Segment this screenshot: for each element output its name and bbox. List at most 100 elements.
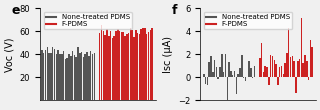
- Bar: [50, 53, 52, 100]
- Bar: [101, 25, 102, 100]
- Bar: [310, 40, 311, 77]
- Bar: [264, 66, 266, 77]
- Bar: [110, 31, 111, 100]
- Text: f: f: [171, 4, 177, 17]
- Bar: [284, 63, 286, 77]
- Bar: [203, 74, 204, 77]
- Bar: [208, 62, 210, 77]
- Bar: [79, 53, 81, 100]
- Bar: [93, 53, 95, 100]
- Y-axis label: Voc (V): Voc (V): [4, 37, 14, 72]
- Bar: [59, 54, 61, 100]
- Bar: [263, 72, 264, 77]
- Bar: [281, 66, 282, 77]
- Bar: [248, 61, 250, 77]
- Bar: [43, 53, 44, 100]
- Bar: [210, 56, 212, 77]
- Bar: [261, 43, 262, 77]
- Bar: [117, 29, 118, 100]
- Bar: [225, 54, 226, 77]
- Bar: [244, 77, 246, 81]
- Bar: [41, 50, 43, 100]
- Bar: [252, 77, 253, 78]
- Bar: [48, 53, 50, 100]
- Bar: [123, 32, 124, 100]
- Bar: [295, 77, 297, 93]
- Bar: [207, 77, 208, 85]
- Bar: [286, 53, 288, 77]
- Bar: [292, 56, 293, 77]
- Bar: [52, 47, 53, 100]
- Bar: [130, 28, 131, 100]
- Bar: [299, 59, 300, 77]
- Bar: [121, 32, 122, 100]
- Bar: [250, 68, 252, 77]
- Bar: [304, 55, 306, 77]
- Bar: [61, 54, 62, 100]
- Bar: [119, 31, 120, 100]
- Bar: [243, 77, 244, 78]
- Bar: [139, 34, 140, 100]
- Bar: [140, 29, 142, 100]
- Bar: [151, 28, 153, 100]
- Bar: [132, 30, 133, 100]
- Bar: [221, 54, 223, 77]
- Bar: [216, 67, 217, 77]
- Bar: [128, 33, 129, 100]
- Bar: [148, 32, 149, 100]
- Bar: [144, 28, 146, 100]
- Bar: [149, 30, 151, 100]
- Bar: [227, 77, 228, 102]
- Bar: [54, 49, 55, 100]
- Bar: [297, 61, 299, 77]
- Bar: [237, 74, 239, 77]
- Bar: [146, 34, 148, 100]
- Bar: [236, 77, 237, 94]
- Bar: [112, 38, 113, 100]
- Legend: None-treated PDMS, F-PDMS: None-treated PDMS, F-PDMS: [44, 12, 132, 29]
- Bar: [142, 28, 144, 100]
- Bar: [230, 71, 232, 77]
- Bar: [45, 50, 46, 100]
- Bar: [300, 18, 302, 77]
- Bar: [81, 52, 82, 100]
- Bar: [270, 55, 271, 77]
- Bar: [272, 56, 273, 77]
- Bar: [113, 36, 115, 100]
- Bar: [63, 51, 64, 100]
- Bar: [266, 67, 268, 77]
- Bar: [302, 63, 304, 77]
- Bar: [126, 34, 128, 100]
- Bar: [72, 51, 73, 100]
- Text: e: e: [11, 4, 20, 17]
- Bar: [259, 58, 260, 77]
- Bar: [108, 36, 109, 100]
- Bar: [84, 54, 86, 100]
- Bar: [234, 71, 235, 77]
- Bar: [232, 75, 234, 77]
- Bar: [218, 77, 219, 79]
- Bar: [88, 56, 90, 100]
- Bar: [133, 38, 135, 100]
- Bar: [277, 77, 279, 84]
- Bar: [212, 72, 214, 77]
- Bar: [239, 68, 241, 77]
- Bar: [274, 60, 275, 77]
- Bar: [219, 67, 221, 77]
- Bar: [90, 51, 92, 100]
- Bar: [311, 47, 313, 77]
- Bar: [115, 31, 117, 100]
- Bar: [241, 55, 243, 77]
- Bar: [205, 77, 206, 84]
- Bar: [137, 33, 139, 100]
- Bar: [46, 47, 48, 100]
- Bar: [92, 54, 93, 100]
- Legend: None-treated PDMS, F-PDMS: None-treated PDMS, F-PDMS: [204, 12, 292, 29]
- Bar: [283, 74, 284, 77]
- Bar: [86, 52, 88, 100]
- Bar: [214, 60, 215, 77]
- Bar: [308, 77, 309, 80]
- Bar: [279, 67, 280, 77]
- Bar: [77, 47, 79, 100]
- Bar: [124, 37, 126, 100]
